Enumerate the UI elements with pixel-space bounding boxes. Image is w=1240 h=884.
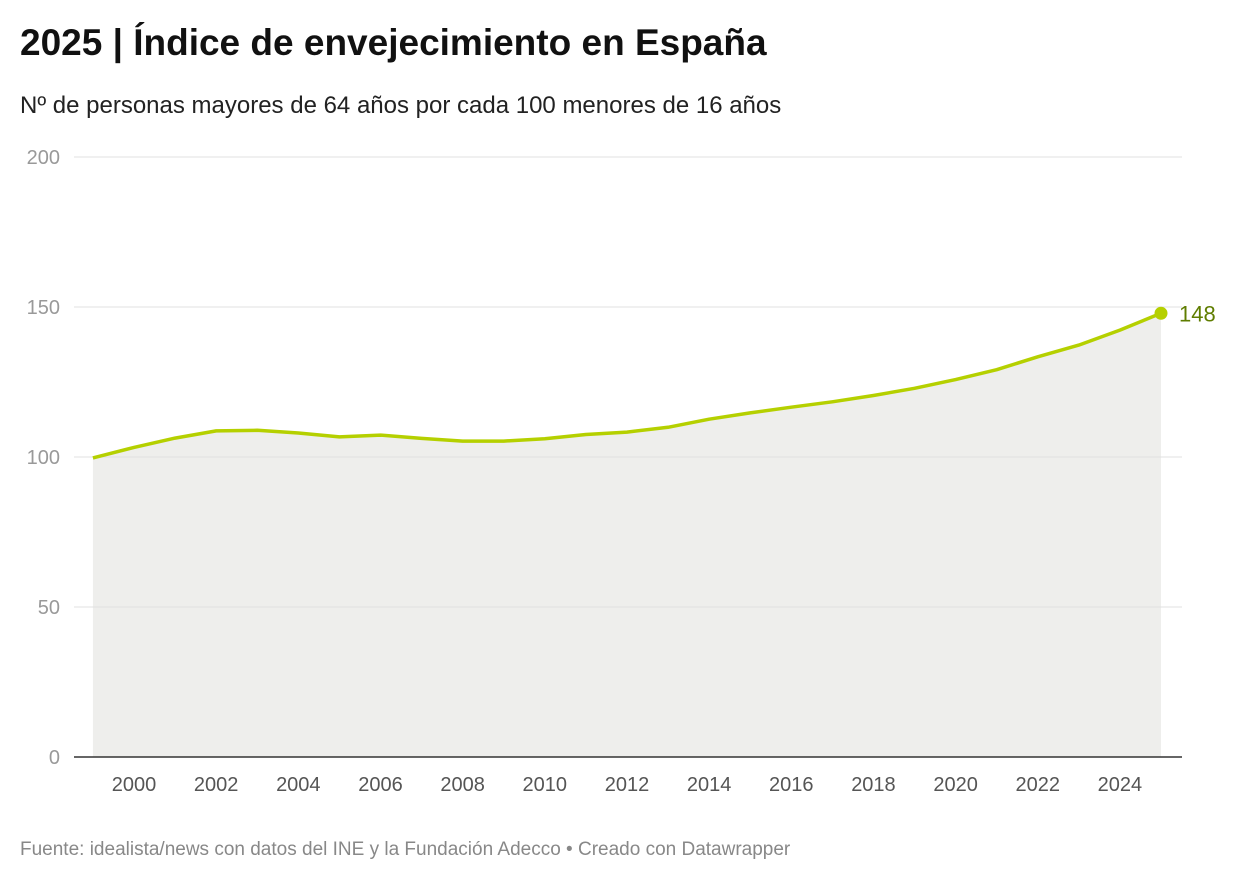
data-point [297, 432, 299, 434]
data-point [544, 438, 546, 440]
data-point [996, 369, 998, 371]
data-point [626, 431, 628, 433]
data-point [256, 429, 258, 431]
data-point [955, 379, 957, 381]
y-tick-label: 0 [49, 747, 60, 769]
x-tick-label: 2014 [687, 774, 732, 796]
area-fill [92, 313, 1161, 757]
data-point [503, 440, 505, 442]
x-tick-label: 2022 [1016, 774, 1061, 796]
y-tick-label: 100 [27, 447, 60, 469]
y-tick-label: 200 [27, 147, 60, 169]
chart-subtitle: Nº de personas mayores de 64 años por ca… [20, 92, 782, 119]
y-tick-label: 150 [27, 297, 60, 319]
data-point [174, 437, 176, 439]
source-footer: Fuente: idealista/news con datos del INE… [20, 839, 791, 860]
end-value-label: 148 [1179, 301, 1216, 326]
data-point [462, 440, 464, 442]
data-point [338, 436, 340, 438]
series-line [92, 311, 1162, 460]
data-point [215, 430, 217, 432]
data-point [1078, 344, 1080, 346]
data-point [708, 418, 710, 420]
x-tick-label: 2016 [769, 774, 814, 796]
data-point [133, 446, 135, 448]
x-tick-label: 2008 [440, 774, 485, 796]
data-point [872, 395, 874, 397]
x-tick-label: 2018 [851, 774, 896, 796]
data-point [1119, 329, 1121, 331]
x-tick-label: 2006 [358, 774, 403, 796]
data-point [790, 406, 792, 408]
data-point [831, 401, 833, 403]
data-point [914, 387, 916, 389]
data-point [421, 437, 423, 439]
data-point [1037, 356, 1039, 358]
data-point [749, 412, 751, 414]
x-tick-label: 2020 [933, 774, 978, 796]
data-point [585, 434, 587, 436]
data-point [379, 434, 381, 436]
chart-title: 2025 | Índice de envejecimiento en Españ… [20, 22, 767, 63]
x-tick-label: 2010 [523, 774, 568, 796]
x-tick-label: 2024 [1098, 774, 1143, 796]
data-point [667, 426, 669, 428]
y-tick-label: 50 [38, 597, 60, 619]
x-tick-label: 2002 [194, 774, 239, 796]
x-tick-label: 2004 [276, 774, 321, 796]
data-point [92, 457, 94, 459]
end-point-marker [1154, 306, 1168, 320]
x-tick-label: 2000 [112, 774, 157, 796]
x-tick-label: 2012 [605, 774, 650, 796]
